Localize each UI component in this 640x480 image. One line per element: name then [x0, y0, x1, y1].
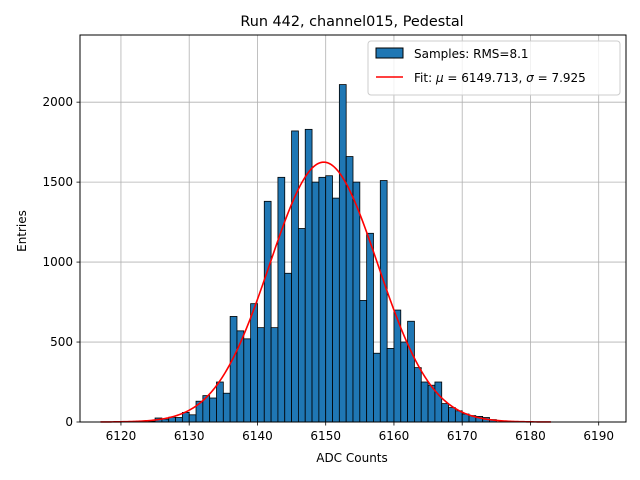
histogram-bar	[175, 417, 183, 423]
y-axis-ticks: 0 500 1000 1500 2000	[42, 95, 80, 429]
histogram-bar	[291, 130, 299, 423]
x-tick-label: 6120	[106, 429, 137, 443]
histogram-bar	[366, 232, 374, 423]
histogram-bar	[318, 176, 327, 423]
histogram-bar	[257, 327, 265, 423]
histogram-bar	[277, 176, 286, 423]
histogram-bar	[441, 403, 449, 423]
legend-bar-swatch	[375, 47, 404, 59]
x-tick-label: 6170	[447, 429, 478, 443]
x-tick-label: 6190	[583, 429, 614, 443]
histogram-bar	[434, 381, 443, 423]
x-axis-label: ADC Counts	[316, 451, 388, 465]
histogram-bar	[284, 272, 292, 423]
histogram-bar	[352, 181, 361, 423]
plot-frame	[79, 34, 627, 423]
legend-fit-prefix: Fit:	[414, 71, 436, 85]
y-tick-label: 2000	[42, 95, 73, 109]
histogram-bar	[359, 300, 368, 423]
y-tick-label: 500	[50, 335, 73, 349]
histogram-bar	[297, 228, 306, 423]
histogram-bars	[147, 84, 497, 423]
chart-title: Run 442, channel015, Pedestal	[240, 14, 463, 30]
fit-curve-group	[100, 161, 551, 423]
gaussian-fit-curve	[100, 161, 551, 423]
histogram-bar	[270, 327, 279, 423]
histogram-bar	[338, 84, 347, 423]
histogram-bar	[243, 338, 252, 423]
y-tick-label: 1500	[42, 175, 73, 189]
histogram-bar	[209, 397, 217, 423]
legend-samples-label: Samples: RMS=8.1	[414, 47, 529, 61]
x-tick-label: 6130	[174, 429, 205, 443]
legend-fit-label: Fit: μ = 6149.713, σ = 7.925	[414, 71, 586, 85]
histogram-bar	[379, 180, 388, 423]
histogram-bar	[420, 381, 429, 423]
histogram-bar	[325, 175, 333, 423]
x-tick-label: 6160	[379, 429, 410, 443]
legend-fit-mu-symbol: μ	[435, 71, 444, 85]
legend: Samples: RMS=8.1 Fit: μ = 6149.713, σ = …	[367, 40, 621, 96]
histogram-bar	[407, 320, 415, 423]
legend-fit-sigma-symbol: σ	[526, 71, 534, 85]
histogram-bar	[448, 407, 456, 423]
histogram-bar	[400, 341, 408, 423]
histogram-bar	[250, 303, 258, 423]
histogram-bar	[427, 384, 436, 423]
histogram-bar	[216, 381, 224, 423]
x-tick-label: 6140	[242, 429, 273, 443]
legend-fit-sigma-value: = 7.925	[534, 71, 586, 85]
y-tick-label: 1000	[42, 255, 73, 269]
histogram-bar	[414, 367, 422, 423]
legend-fit-mu-value: = 6149.713,	[444, 71, 527, 85]
y-tick-label: 0	[65, 415, 73, 429]
histogram-bar	[188, 414, 197, 423]
histogram-bar	[332, 197, 340, 423]
x-axis-ticks: 6120 6130 6140 6150 6160 6170 6180 6190	[106, 422, 614, 443]
y-axis-label: Entries	[15, 210, 29, 252]
histogram-bar	[263, 200, 272, 423]
histogram-bar	[222, 392, 231, 423]
histogram-bar	[311, 181, 320, 423]
histogram-bar	[229, 316, 238, 423]
histogram-bar	[373, 352, 381, 423]
legend-box	[367, 40, 621, 96]
x-tick-label: 6180	[515, 429, 546, 443]
histogram-bar	[386, 348, 395, 423]
x-tick-label: 6150	[310, 429, 341, 443]
